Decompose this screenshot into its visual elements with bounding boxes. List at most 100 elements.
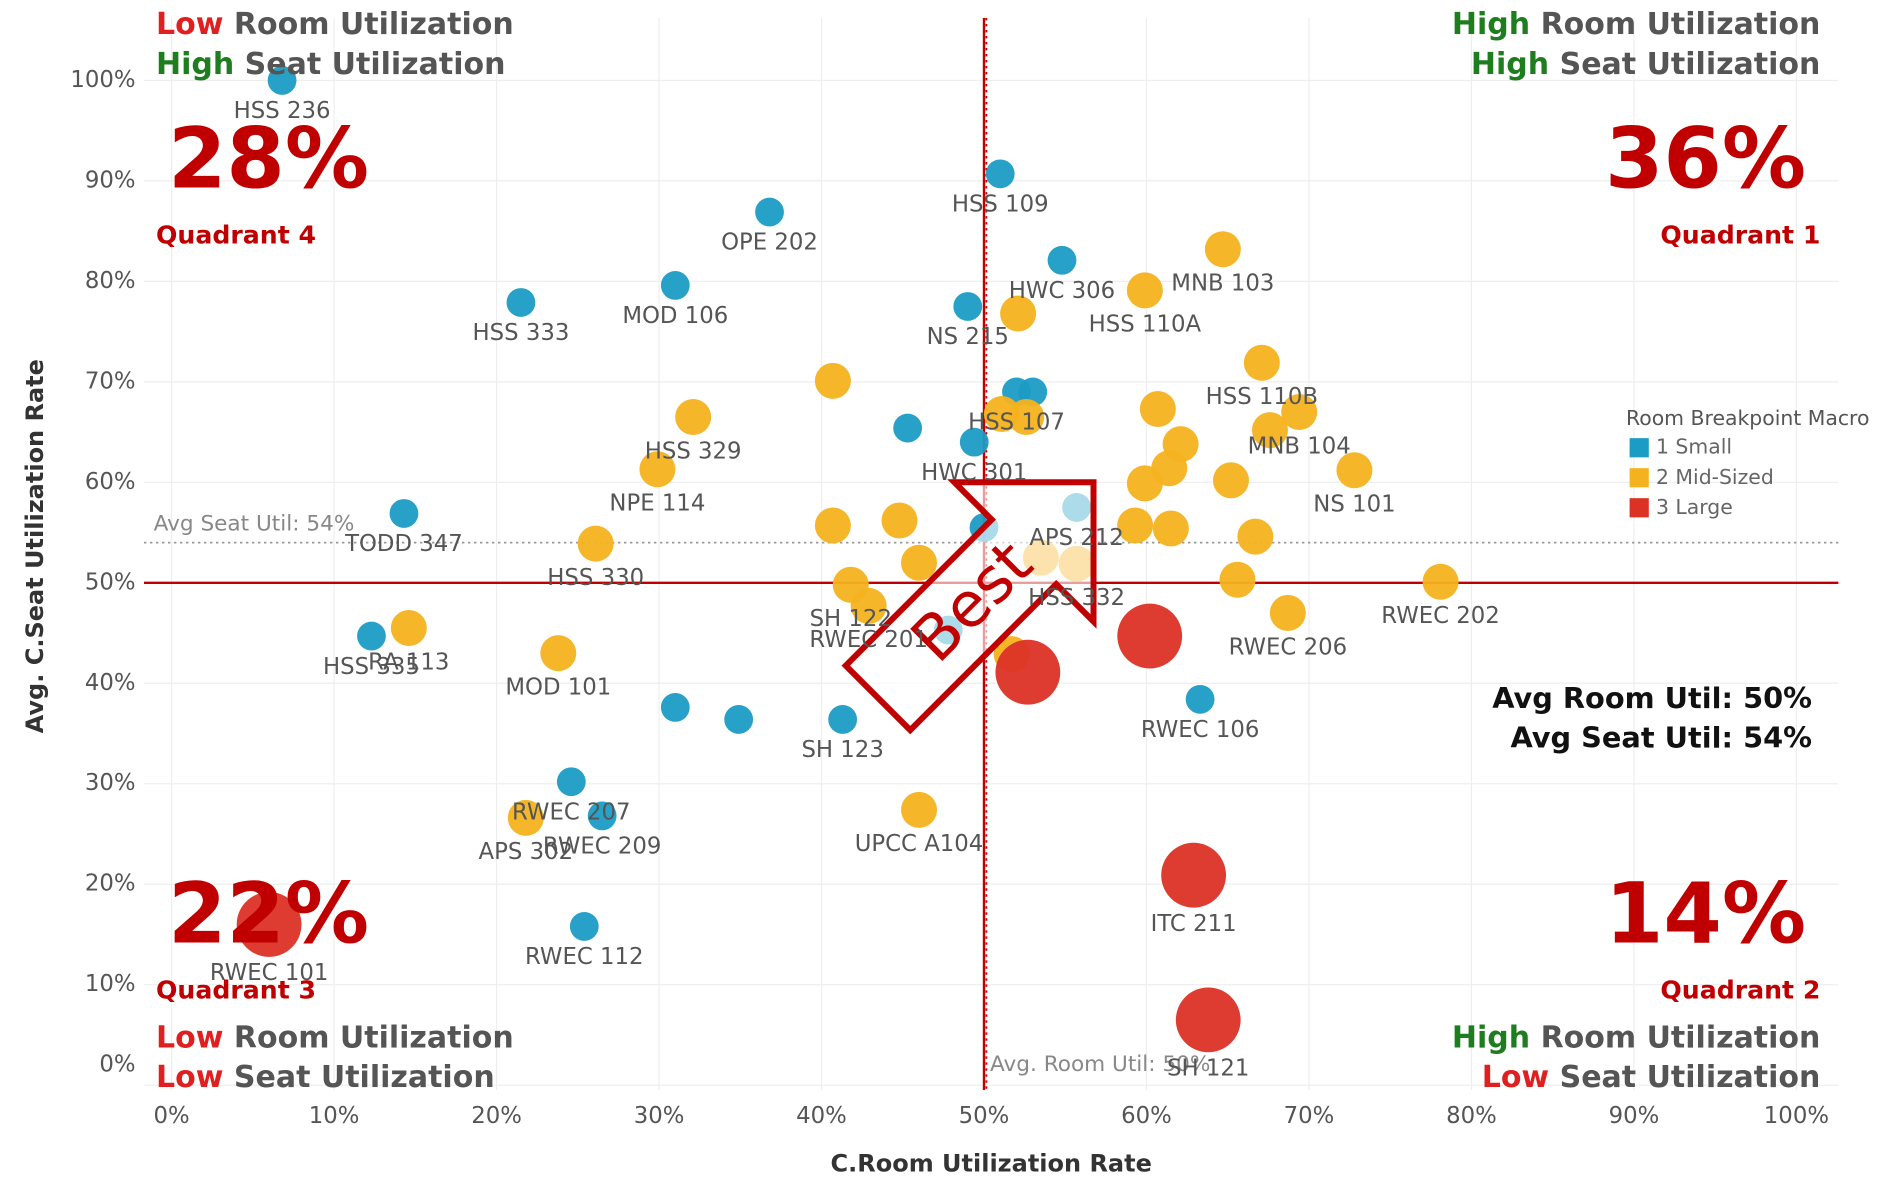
x-tick-label: 30% (634, 1103, 685, 1129)
point-label: RA 113 (368, 649, 449, 675)
point-label: RWEC 207 (512, 799, 631, 825)
x-tick-label: 10% (309, 1103, 360, 1129)
x-tick-label: 100% (1764, 1103, 1829, 1129)
utilization-level: Low (156, 7, 223, 42)
point-label: SH 121 (1167, 1056, 1249, 1082)
utilization-level: Low (156, 1020, 223, 1055)
legend-swatch (1629, 498, 1649, 518)
quadrant-utilization: High Seat Utilization (156, 46, 505, 81)
quadrant-name: Quadrant 3 (156, 976, 316, 1005)
point (1269, 594, 1306, 631)
point-label: APS 212 (1029, 525, 1124, 551)
x-tick-label: 0% (154, 1103, 190, 1129)
utilization-text: Room Utilization (234, 1020, 514, 1055)
legend-swatch (1629, 438, 1649, 458)
point-label: RWEC 202 (1381, 603, 1500, 629)
utilization-text: Room Utilization (234, 7, 514, 42)
point-label: HSS 333 (473, 320, 570, 346)
point (1117, 507, 1154, 544)
point-label: HSS 109 (952, 192, 1049, 218)
point-label: MOD 101 (505, 674, 611, 700)
quadrant-name: Quadrant 2 (1660, 976, 1820, 1005)
quadrant-share: 28% (168, 109, 369, 207)
point (569, 912, 599, 941)
quadrant-utilization: Low Seat Utilization (156, 1059, 495, 1094)
point (556, 767, 586, 797)
point-label: RWEC 101 (210, 960, 329, 986)
point-label: RWEC 209 (543, 834, 662, 860)
quadrant-name: Quadrant 1 (1660, 220, 1820, 249)
legend-label: 1 Small (1656, 435, 1732, 459)
arrow-shape (841, 479, 1097, 735)
y-tick-label: 30% (85, 770, 136, 796)
x-tick-label: 70% (1284, 1103, 1335, 1129)
point (587, 801, 617, 831)
point-label: MNB 104 (1248, 433, 1351, 459)
point (1008, 399, 1045, 436)
quadrant-name: Quadrant 4 (156, 220, 316, 249)
point (1161, 842, 1226, 908)
quadrant-share: 14% (1605, 864, 1806, 962)
point-label: HSS 335 (323, 654, 420, 680)
utilization-level: High (1452, 7, 1530, 42)
utilization-level: High (156, 46, 234, 81)
point (953, 292, 983, 321)
utilization-level: Low (1482, 1059, 1549, 1094)
y-tick-label: 40% (85, 670, 136, 696)
point (1152, 510, 1189, 547)
point (267, 66, 297, 95)
point-label: HSS 332 (1028, 585, 1125, 611)
point (901, 791, 938, 828)
point-label: MOD 106 (622, 303, 728, 329)
point (1000, 295, 1037, 332)
point-label: SH 122 (810, 606, 892, 632)
point (1281, 393, 1318, 430)
x-tick-label: 20% (471, 1103, 522, 1129)
y-axis-title: Avg. C.Seat Utilization Rate (21, 359, 49, 733)
x-axis-title: C.Room Utilization Rate (831, 1149, 1152, 1177)
legend-title: Room Breakpoint Macro (1626, 406, 1869, 430)
x-tick-label: 50% (959, 1103, 1010, 1129)
point (357, 621, 386, 651)
point (577, 525, 614, 562)
y-tick-label: 90% (85, 167, 136, 193)
point-label: SH 123 (801, 737, 883, 763)
point (901, 544, 938, 581)
point (1422, 563, 1459, 600)
point (893, 413, 923, 443)
utilization-text: Seat Utilization (1560, 1059, 1821, 1094)
point (236, 891, 302, 957)
point (1047, 245, 1077, 275)
utilization-level: Low (156, 1059, 223, 1094)
point-label: HSS 236 (234, 98, 331, 124)
point-label: NPE 114 (609, 491, 705, 517)
y-tick-label: 80% (85, 268, 136, 294)
y-tick-label: 10% (85, 971, 136, 997)
point (959, 427, 989, 457)
point-label: NS 215 (927, 324, 1009, 350)
point (1126, 272, 1163, 309)
point (540, 635, 577, 672)
utilization-level: High (1471, 46, 1549, 81)
point-label: MNB 103 (1171, 271, 1274, 297)
point (1251, 412, 1288, 449)
point-label: HSS 330 (547, 565, 644, 591)
quadrant-utilization: High Room Utilization (1452, 7, 1821, 42)
point (1126, 465, 1163, 502)
quadrant-utilization: Low Room Utilization (156, 1020, 514, 1055)
point-label: TODD 347 (344, 531, 463, 557)
point-label: HSS 329 (645, 438, 742, 464)
quadrant-annotation: Low Room Utilization Low Seat Utilization… (156, 864, 514, 1094)
point-label: HSS 107 (968, 410, 1065, 436)
point (724, 705, 754, 734)
quadrant-annotation: Low Room Utilization High Seat Utilizatio… (156, 7, 514, 250)
reference-label: Avg. Room Util: 50% (990, 1052, 1210, 1077)
x-tick-label: 40% (796, 1103, 847, 1129)
x-tick-label: 60% (1121, 1103, 1172, 1129)
point-label: RWEC 201 (809, 627, 928, 653)
y-tick-label: 50% (85, 569, 136, 595)
point (1336, 452, 1373, 489)
point-label: NS 101 (1313, 492, 1395, 518)
point (1237, 518, 1274, 555)
